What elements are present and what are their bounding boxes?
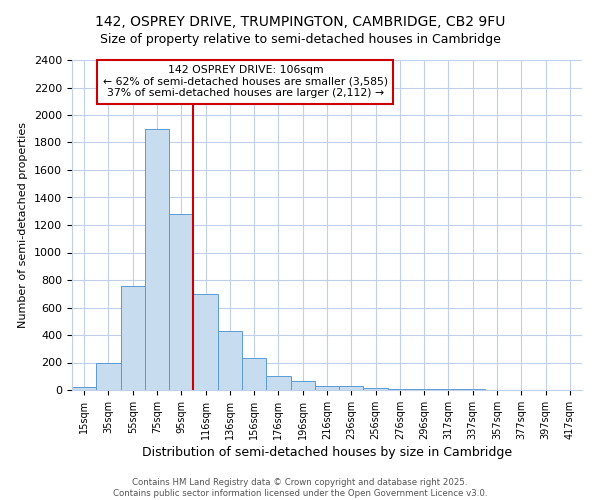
Bar bbox=[121, 286, 145, 390]
Text: 142 OSPREY DRIVE: 106sqm
← 62% of semi-detached houses are smaller (3,585)
37% o: 142 OSPREY DRIVE: 106sqm ← 62% of semi-d… bbox=[103, 65, 388, 98]
Bar bbox=[72, 386, 96, 390]
Y-axis label: Number of semi-detached properties: Number of semi-detached properties bbox=[19, 122, 28, 328]
Bar bbox=[218, 331, 242, 390]
Bar bbox=[266, 376, 290, 390]
Bar bbox=[145, 128, 169, 390]
Bar bbox=[339, 386, 364, 390]
X-axis label: Distribution of semi-detached houses by size in Cambridge: Distribution of semi-detached houses by … bbox=[142, 446, 512, 459]
Text: Contains HM Land Registry data © Crown copyright and database right 2025.
Contai: Contains HM Land Registry data © Crown c… bbox=[113, 478, 487, 498]
Bar bbox=[364, 388, 388, 390]
Text: 142, OSPREY DRIVE, TRUMPINGTON, CAMBRIDGE, CB2 9FU: 142, OSPREY DRIVE, TRUMPINGTON, CAMBRIDG… bbox=[95, 15, 505, 29]
Bar bbox=[290, 381, 315, 390]
Bar bbox=[315, 386, 339, 390]
Bar bbox=[169, 214, 193, 390]
Text: Size of property relative to semi-detached houses in Cambridge: Size of property relative to semi-detach… bbox=[100, 32, 500, 46]
Bar bbox=[193, 294, 218, 390]
Bar bbox=[242, 358, 266, 390]
Bar bbox=[388, 388, 412, 390]
Bar bbox=[96, 362, 121, 390]
